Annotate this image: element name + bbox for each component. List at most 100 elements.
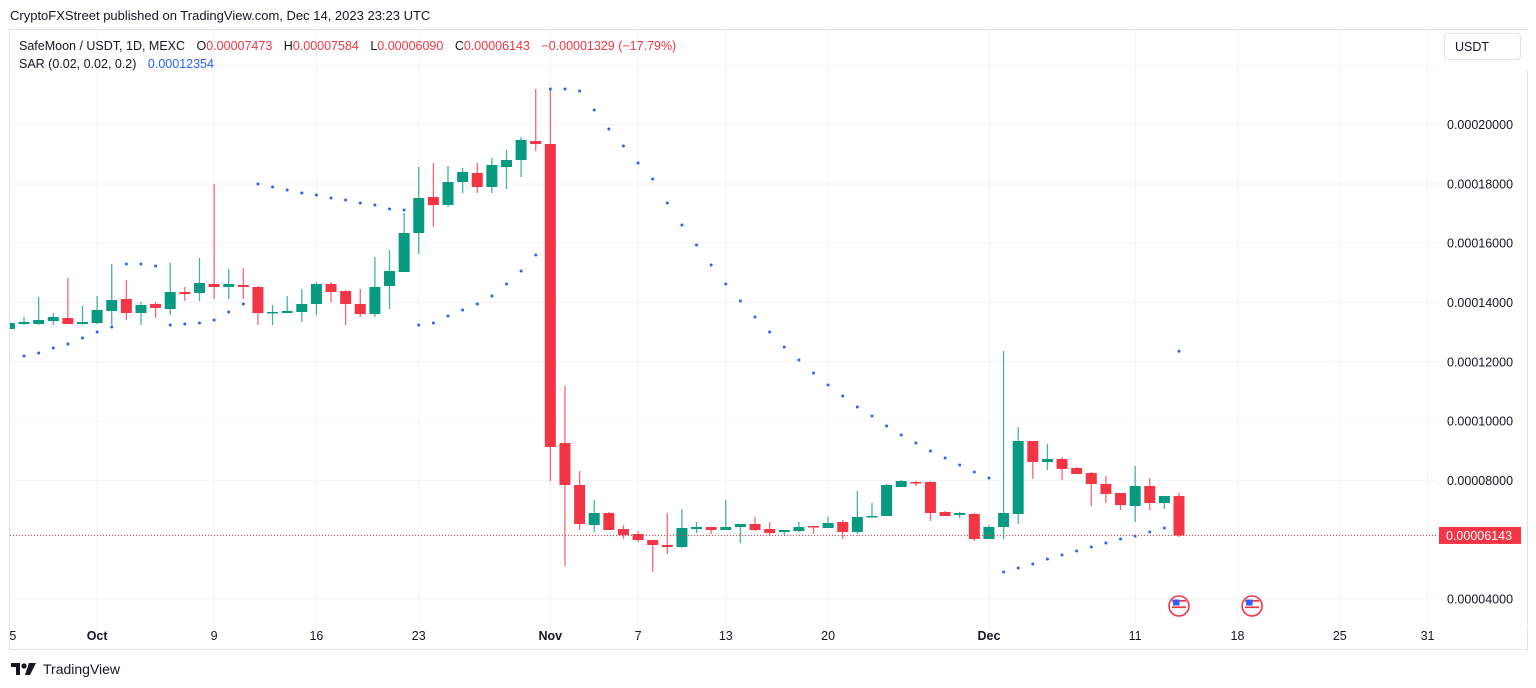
x-tick-label: 25 — [1333, 629, 1347, 643]
candle-body — [150, 304, 162, 308]
candle — [442, 165, 454, 207]
candle — [647, 539, 659, 572]
sar-dot — [256, 182, 260, 186]
candle-body — [223, 283, 235, 287]
candle — [881, 483, 893, 517]
flag-canton — [1173, 599, 1180, 606]
candle — [924, 480, 936, 521]
sar-label[interactable]: SAR (0.02, 0.02, 0.2) — [19, 57, 137, 71]
sar-dot — [928, 449, 932, 453]
candle-body — [647, 539, 659, 546]
candle — [325, 281, 337, 302]
us-flag-icon[interactable] — [1241, 595, 1263, 617]
sar-dot — [1075, 549, 1079, 553]
candle-body — [705, 527, 717, 531]
sar-dot — [1016, 566, 1020, 570]
currency-button[interactable]: USDT — [1444, 33, 1521, 60]
candle — [384, 249, 396, 309]
flag-stripe — [1172, 609, 1186, 612]
sar-dot — [1045, 557, 1049, 561]
candle — [471, 162, 483, 194]
ohlc-legend: SafeMoon / USDT, 1D, MEXC O0.00007473 H0… — [19, 39, 676, 53]
candle-body — [1158, 495, 1170, 503]
candle-body — [910, 482, 922, 484]
candle — [340, 289, 352, 326]
candle — [588, 499, 600, 532]
chart-pane[interactable] — [9, 29, 1528, 650]
candle — [164, 263, 176, 315]
candle — [1085, 472, 1097, 506]
sar-dot — [51, 346, 55, 350]
sar-dot — [812, 371, 815, 375]
candle — [1100, 476, 1112, 503]
sar-dot — [300, 191, 304, 195]
x-tick-label: 18 — [1231, 629, 1245, 643]
candle-body — [793, 527, 805, 532]
sar-dot — [154, 264, 158, 268]
candle-body — [340, 290, 352, 305]
sar-dot — [782, 345, 786, 349]
candle-body — [1129, 486, 1141, 506]
sar-dot — [1060, 553, 1064, 557]
sar-dot — [885, 424, 889, 428]
close-value: 0.00006143 — [463, 39, 530, 53]
candle-body — [632, 534, 644, 540]
candle — [734, 523, 746, 543]
candle — [1012, 427, 1024, 524]
last-price-label: 0.00006143 — [1446, 529, 1512, 543]
candle — [252, 285, 264, 326]
candle — [354, 289, 366, 317]
candle-body — [325, 283, 337, 293]
sar-value: 0.00012354 — [147, 57, 214, 71]
candle-body — [1100, 483, 1112, 495]
sar-dot — [241, 302, 245, 306]
sar-dot — [768, 330, 772, 334]
open-value: 0.00007473 — [206, 39, 273, 53]
candle-body — [120, 299, 132, 313]
sar-dot — [651, 177, 655, 181]
sar-dot — [1031, 562, 1035, 566]
sar-dot — [534, 253, 538, 257]
candle — [237, 267, 249, 300]
candle-body — [281, 311, 293, 313]
sar-dot — [724, 282, 728, 286]
sar-dot — [22, 354, 26, 358]
sar-dot — [373, 203, 377, 207]
candle — [515, 136, 527, 177]
candle-body — [10, 322, 15, 330]
candle-body — [500, 160, 512, 167]
candle — [1056, 457, 1068, 480]
candle — [281, 296, 293, 313]
low-label: L — [370, 39, 378, 53]
candle-body — [544, 143, 556, 447]
candle-body — [1012, 440, 1024, 514]
sar-dot — [197, 321, 201, 325]
candle-body — [18, 322, 30, 324]
candle — [500, 150, 512, 189]
candle-body — [442, 182, 454, 206]
candle-body — [77, 322, 88, 324]
candle-body — [1085, 472, 1097, 484]
candle — [135, 301, 147, 326]
candle-body — [1144, 486, 1156, 503]
sar-dot — [81, 336, 84, 340]
sar-dot — [665, 201, 669, 205]
candle — [617, 524, 629, 539]
tradingview-logo[interactable]: TradingView — [11, 661, 120, 677]
candle — [544, 88, 556, 481]
candle — [968, 513, 980, 542]
us-flag-icon[interactable] — [1168, 595, 1190, 617]
candle — [150, 301, 162, 319]
sar-dot — [972, 470, 976, 474]
close-label: C — [454, 39, 464, 53]
symbol-label[interactable]: SafeMoon / USDT, 1D, MEXC — [19, 39, 186, 53]
x-tick-label: 13 — [719, 629, 733, 643]
candle — [559, 385, 571, 566]
candle — [1173, 492, 1185, 538]
candle-body — [267, 311, 279, 314]
candle — [822, 516, 834, 528]
candle-body — [720, 527, 732, 531]
tradingview-logo-icon — [11, 663, 36, 675]
sar-dot — [1119, 537, 1123, 541]
